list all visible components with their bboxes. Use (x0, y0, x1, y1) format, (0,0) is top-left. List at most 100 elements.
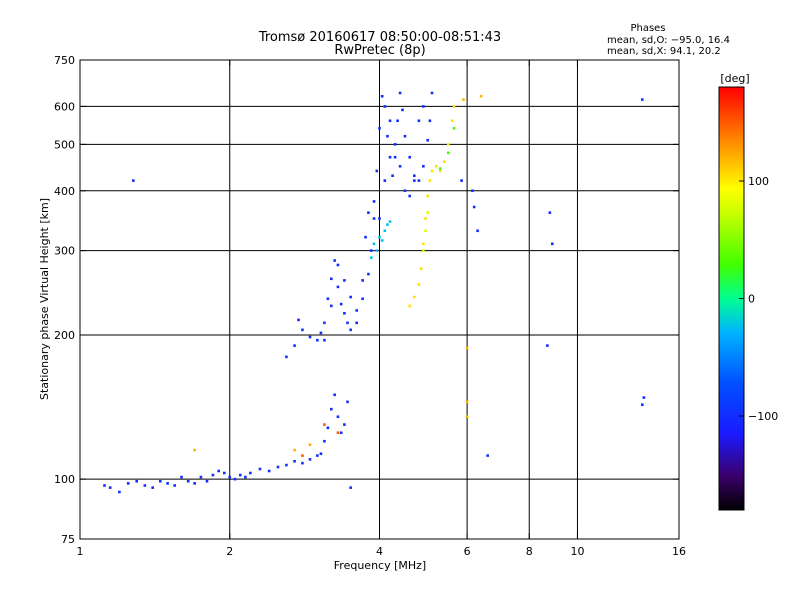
y-tick-label: 300 (54, 245, 75, 258)
y-tick-label: 400 (54, 185, 75, 198)
data-point (336, 431, 340, 435)
data-point (413, 295, 416, 299)
data-point (205, 479, 209, 483)
data-point (426, 194, 430, 198)
data-point (308, 458, 312, 461)
data-point (301, 328, 304, 332)
data-point (476, 229, 479, 233)
x-tick-label: 4 (376, 545, 383, 558)
data-point (380, 94, 384, 98)
data-point (369, 256, 373, 259)
data-point (417, 283, 421, 286)
data-point (143, 484, 147, 487)
data-point (398, 164, 402, 168)
y-tick-label: 500 (54, 138, 75, 151)
data-point (135, 479, 138, 483)
data-point (301, 461, 304, 465)
data-point (430, 91, 434, 95)
data-point (413, 174, 416, 178)
data-point (422, 105, 425, 108)
x-tick-label: 6 (464, 545, 471, 558)
data-point (550, 242, 554, 246)
data-point (180, 475, 183, 479)
data-point (642, 396, 646, 399)
data-point (118, 490, 121, 494)
data-point (329, 277, 333, 281)
data-point (393, 155, 397, 159)
data-point (388, 220, 392, 223)
data-point (158, 479, 162, 483)
colorbar-tick-label: 0 (748, 293, 755, 306)
data-point (329, 407, 333, 411)
data-point (426, 211, 430, 214)
data-point (386, 223, 389, 226)
data-point (276, 465, 280, 469)
data-point (422, 242, 425, 246)
data-point (413, 179, 416, 182)
data-point (446, 151, 450, 155)
data-point (349, 486, 352, 489)
data-point (391, 174, 394, 178)
data-point (386, 134, 389, 138)
data-point (233, 477, 237, 481)
data-point (285, 355, 288, 359)
data-point (380, 239, 384, 242)
data-point (388, 155, 392, 159)
data-point (316, 454, 319, 457)
data-point (450, 119, 454, 123)
data-point (323, 338, 326, 342)
data-point (367, 272, 370, 276)
data-point (443, 160, 446, 163)
data-point (396, 119, 399, 123)
data-point (471, 189, 474, 193)
data-point (460, 179, 463, 182)
data-point (372, 242, 376, 246)
data-point (546, 344, 549, 347)
data-point (199, 475, 203, 479)
data-point (408, 194, 411, 198)
data-point (548, 211, 552, 214)
data-point (301, 454, 304, 457)
x-axis-title: Frequency [MHz] (334, 559, 426, 572)
colorbar-ticks: −100 0 100 (718, 86, 778, 511)
data-point (403, 189, 407, 193)
data-point (361, 279, 364, 282)
chart-title: Tromsø 20160617 08:50:00-08:51:43 (258, 30, 501, 45)
data-point (367, 211, 370, 214)
data-point (346, 321, 349, 325)
colorbar-tick-label: −100 (748, 410, 778, 423)
data-point (426, 138, 430, 142)
data-point (308, 443, 312, 447)
data-point (308, 335, 312, 339)
data-point (349, 295, 352, 299)
data-point (173, 484, 176, 487)
data-point (640, 403, 644, 407)
data-point (419, 267, 423, 271)
x-tick-label: 8 (526, 545, 533, 558)
data-point (428, 179, 432, 182)
data-point (372, 217, 376, 220)
data-point (398, 91, 402, 95)
colorbar-label: [deg] (720, 72, 749, 85)
data-point (319, 452, 323, 456)
data-point (343, 311, 346, 315)
y-tick-label: 200 (54, 329, 75, 342)
data-point (417, 179, 421, 182)
phase-legend-title: Phases (630, 23, 665, 34)
data-point (383, 229, 387, 233)
data-point (193, 448, 196, 452)
data-point (393, 143, 397, 146)
data-point (285, 463, 288, 467)
data-point (293, 448, 296, 452)
x-tick-label: 16 (672, 545, 686, 558)
data-point (462, 98, 465, 101)
data-point (355, 309, 359, 312)
data-point (388, 119, 392, 123)
data-point (228, 475, 232, 479)
data-point (316, 338, 319, 342)
data-point (132, 179, 135, 182)
data-point (249, 471, 252, 475)
data-point (329, 304, 333, 308)
data-point (375, 249, 379, 252)
data-point (166, 482, 169, 485)
